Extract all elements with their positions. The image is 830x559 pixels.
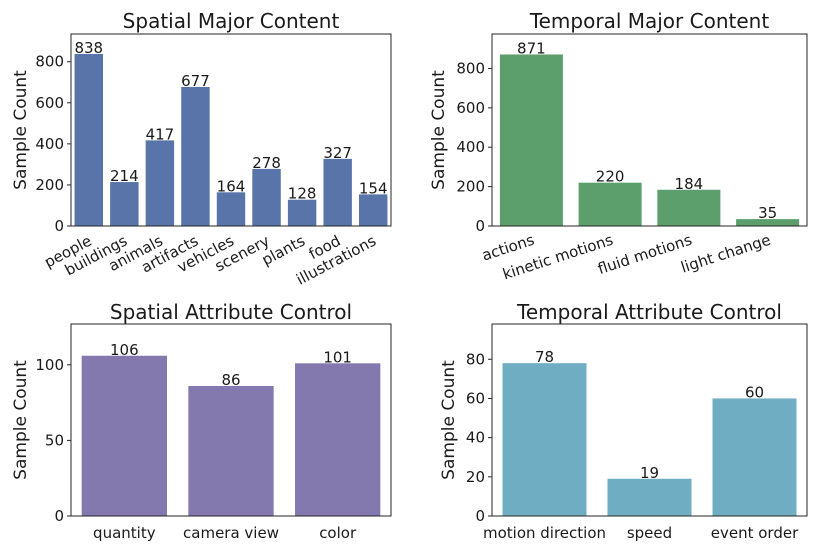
- y-tick-label: 400: [35, 135, 64, 153]
- y-tick-label: 600: [35, 94, 64, 112]
- data-label: 327: [323, 144, 352, 162]
- bar-motion-direction: [502, 363, 587, 516]
- y-tick-label: 80: [466, 350, 485, 368]
- data-label: 78: [535, 348, 554, 366]
- y-tick-label: 400: [456, 138, 485, 156]
- data-label: 60: [745, 383, 764, 401]
- data-label: 154: [359, 179, 388, 197]
- y-tick-label: 200: [35, 176, 64, 194]
- data-label: 106: [110, 341, 139, 359]
- x-tick-label: motion direction: [483, 524, 606, 542]
- chart-title: Temporal Major Content: [529, 9, 770, 33]
- bar-camera-view: [188, 385, 274, 516]
- bar-illustrations: [359, 194, 388, 226]
- x-tick-label: speed: [627, 524, 672, 542]
- data-label: 871: [517, 39, 546, 57]
- chart-title: Spatial Attribute Control: [110, 300, 352, 324]
- data-label: 19: [640, 464, 659, 482]
- x-tick-label: quantity: [93, 524, 156, 542]
- bar-vehicles: [216, 192, 246, 226]
- data-label: 838: [74, 39, 103, 57]
- bar-people: [74, 53, 103, 226]
- y-tick-label: 800: [35, 53, 64, 71]
- y-tick-label: 20: [466, 468, 485, 486]
- y-tick-label: 100: [35, 356, 64, 374]
- y-axis-label: Sample Count: [439, 360, 459, 480]
- bar-actions: [499, 54, 563, 227]
- bar-food: [323, 158, 352, 226]
- y-axis-label: Sample Count: [11, 360, 31, 480]
- bar-kinetic-motions: [578, 182, 642, 226]
- data-label: 164: [217, 177, 246, 195]
- data-label: 35: [758, 204, 777, 222]
- chart-title: Temporal Attribute Control: [516, 300, 782, 324]
- data-label: 677: [181, 72, 210, 90]
- chart-panel-3: 106 86 101 0 50 100 quantity camera view color Sp…: [11, 300, 392, 542]
- bar-fluid-motions: [657, 189, 721, 226]
- data-label: 220: [596, 168, 625, 186]
- y-tick-label: 0: [475, 507, 485, 525]
- bar-plants: [287, 199, 317, 226]
- y-axis-label: Sample Count: [11, 70, 31, 190]
- bar-artifacts: [181, 86, 210, 226]
- y-tick-label: 40: [466, 429, 485, 447]
- data-label: 214: [110, 167, 139, 185]
- plot-frame: [491, 323, 808, 517]
- y-tick-label: 50: [45, 431, 64, 449]
- data-label: 184: [675, 175, 704, 193]
- plot-frame: [70, 323, 392, 517]
- y-tick-label: 800: [456, 59, 485, 77]
- bar-buildings: [110, 182, 139, 226]
- bar-quantity: [81, 355, 167, 516]
- data-label: 417: [146, 125, 175, 143]
- bar-speed: [607, 478, 692, 516]
- bar-event-order: [712, 398, 797, 516]
- x-tick-label: light change: [679, 231, 773, 277]
- data-label: 101: [323, 348, 352, 366]
- data-label: 86: [221, 371, 240, 389]
- y-axis-label: Sample Count: [429, 70, 449, 190]
- chart-title: Spatial Major Content: [123, 9, 340, 33]
- data-label: 278: [252, 154, 281, 172]
- y-tick-label: 60: [466, 389, 485, 407]
- plot-frame: [70, 33, 392, 227]
- bar-scenery: [252, 168, 281, 226]
- chart-panel-1: 838 214 417 677 164 278 128 327 154 0 200 400 600 800…: [11, 9, 392, 289]
- x-tick-label: event order: [711, 524, 799, 542]
- bar-color: [295, 363, 381, 516]
- y-tick-label: 200: [456, 178, 485, 196]
- data-label: 128: [288, 185, 317, 203]
- y-tick-label: 0: [54, 507, 64, 525]
- y-tick-label: 600: [456, 99, 485, 117]
- chart-panel-4: 78 19 60 0 20 40 60 80 motion direction speed even…: [439, 300, 808, 542]
- plot-frame: [491, 33, 808, 227]
- x-tick-label: camera view: [183, 524, 279, 542]
- x-tick-label: color: [319, 524, 357, 542]
- y-tick-label: 0: [54, 217, 64, 235]
- y-tick-label: 0: [475, 217, 485, 235]
- bar-animals: [145, 140, 175, 226]
- bar-light-change: [736, 219, 800, 226]
